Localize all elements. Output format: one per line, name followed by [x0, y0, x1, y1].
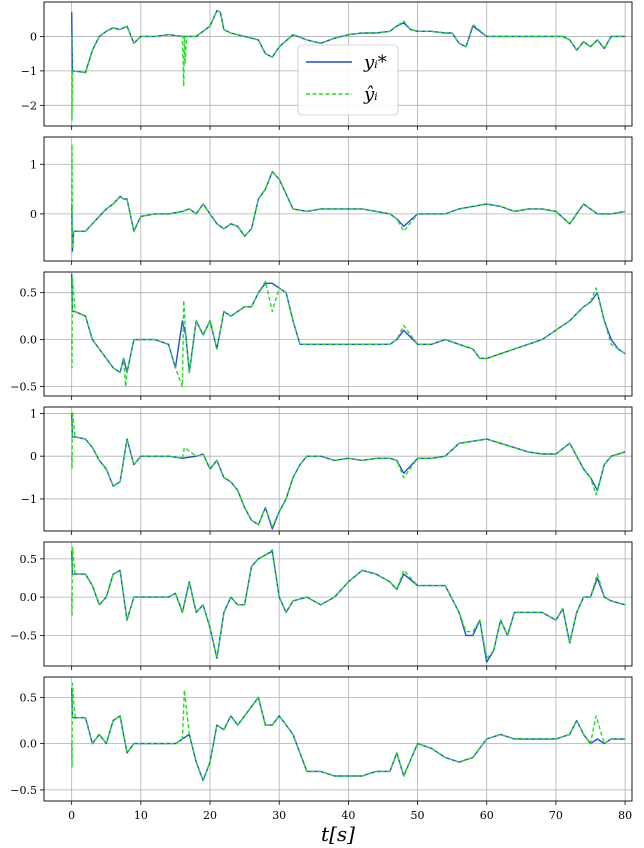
panel-frame — [43, 271, 633, 397]
y-tick-label: −0.5 — [10, 381, 37, 394]
panel-frame — [43, 136, 633, 262]
y-tick-label: −2 — [21, 99, 37, 112]
y-tick-label: 0.0 — [20, 591, 38, 604]
x-tick-label: 80 — [618, 809, 632, 822]
panel-2: 10 — [30, 136, 633, 265]
panel-frame — [43, 541, 633, 667]
y-tick-label: 0 — [30, 450, 37, 463]
y-tick-label: 0.5 — [20, 553, 38, 566]
x-tick-label: 20 — [203, 809, 217, 822]
x-tick-label: 30 — [272, 809, 286, 822]
x-tick-label: 10 — [134, 809, 148, 822]
x-tick-label: 0 — [68, 809, 75, 822]
y-tick-label: 1 — [30, 407, 37, 420]
estimate-series-line — [71, 546, 626, 659]
panel-4: 1 0 −1 — [21, 406, 633, 535]
estimate-series-line — [71, 410, 626, 528]
y-tick-label: 0.5 — [20, 691, 38, 704]
estimate-series-line — [71, 682, 626, 782]
x-tick-label: 60 — [480, 809, 494, 822]
estimate-series-line — [71, 9, 626, 122]
y-tick-label: 0.0 — [20, 738, 38, 751]
panel-1: 0 −1 −2 — [21, 1, 633, 130]
estimate-series-line — [71, 277, 626, 388]
y-tick-label: 1 — [30, 158, 37, 171]
panel-3: 0.5 0.0 −0.5 — [10, 271, 633, 400]
y-tick-label: 0 — [30, 30, 37, 43]
y-tick-label: 0.5 — [20, 287, 38, 300]
estimate-series-line — [71, 143, 626, 250]
legend-label: yᵢ* — [363, 52, 387, 73]
y-tick-label: −0.5 — [10, 784, 37, 797]
y-tick-label: 0 — [30, 208, 37, 221]
panel-frame — [43, 406, 633, 532]
y-tick-label: 0.0 — [20, 334, 38, 347]
panel-frame — [43, 676, 633, 802]
panel-frame — [43, 1, 633, 127]
x-tick-label: 70 — [549, 809, 563, 822]
legend: yᵢ* ŷᵢ — [297, 44, 399, 116]
y-tick-label: −1 — [21, 65, 37, 78]
x-axis-label: t[s] — [321, 822, 355, 846]
y-tick-label: −1 — [21, 493, 37, 506]
x-tick-label: 50 — [411, 809, 425, 822]
panel-6: 0.5 0.0 −0.5 — [10, 676, 633, 805]
panel-5: 0.5 0.0 −0.5 — [10, 541, 633, 670]
y-tick-label: −0.5 — [10, 629, 37, 642]
x-tick-label: 40 — [341, 809, 355, 822]
legend-label: ŷᵢ — [363, 84, 378, 105]
